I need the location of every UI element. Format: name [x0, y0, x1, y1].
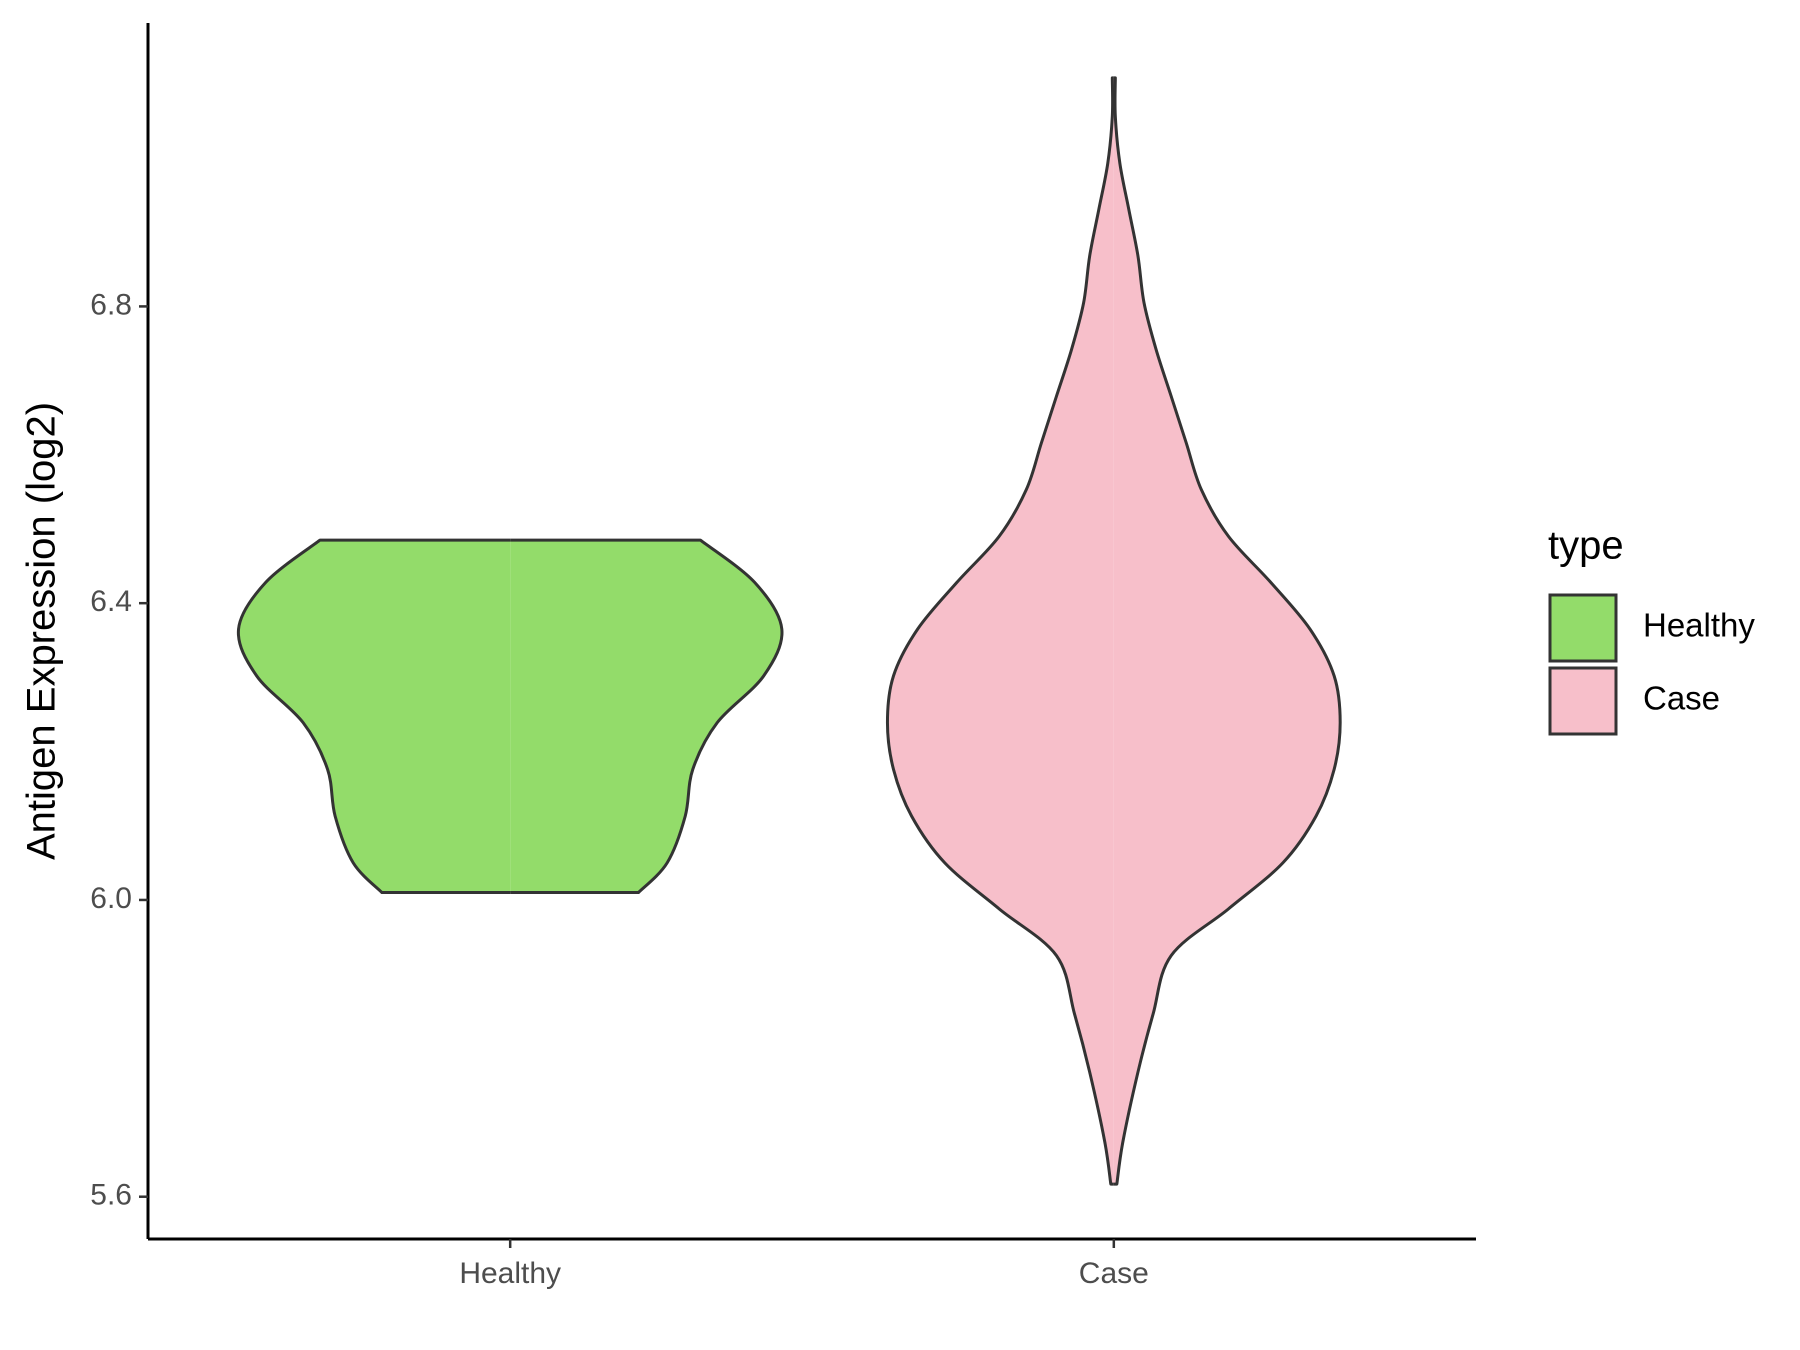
y-axis-title: Antigen Expression (log2) — [20, 402, 64, 860]
y-tick-label: 6.4 — [90, 585, 132, 618]
legend-key — [1548, 593, 1618, 663]
violin-half — [1113, 77, 1341, 1185]
y-tick-label: 6.0 — [90, 882, 132, 915]
violin-half — [238, 540, 511, 893]
violin-half — [887, 77, 1114, 1185]
legend-title: type — [1548, 524, 1624, 568]
y-tick-label: 6.8 — [90, 288, 132, 321]
violin-outline — [885, 76, 1115, 1186]
violin-outline — [510, 538, 784, 895]
violin-half — [510, 540, 782, 893]
legend-label: Healthy — [1643, 607, 1755, 644]
legend-key — [1548, 666, 1618, 736]
violin-outline — [1113, 76, 1342, 1186]
x-tick-label: Case — [1079, 1257, 1149, 1290]
y-tick-label: 5.6 — [90, 1179, 132, 1212]
violin-outline — [236, 538, 511, 895]
legend-label: Case — [1643, 680, 1720, 717]
x-tick-label: Healthy — [459, 1257, 561, 1290]
